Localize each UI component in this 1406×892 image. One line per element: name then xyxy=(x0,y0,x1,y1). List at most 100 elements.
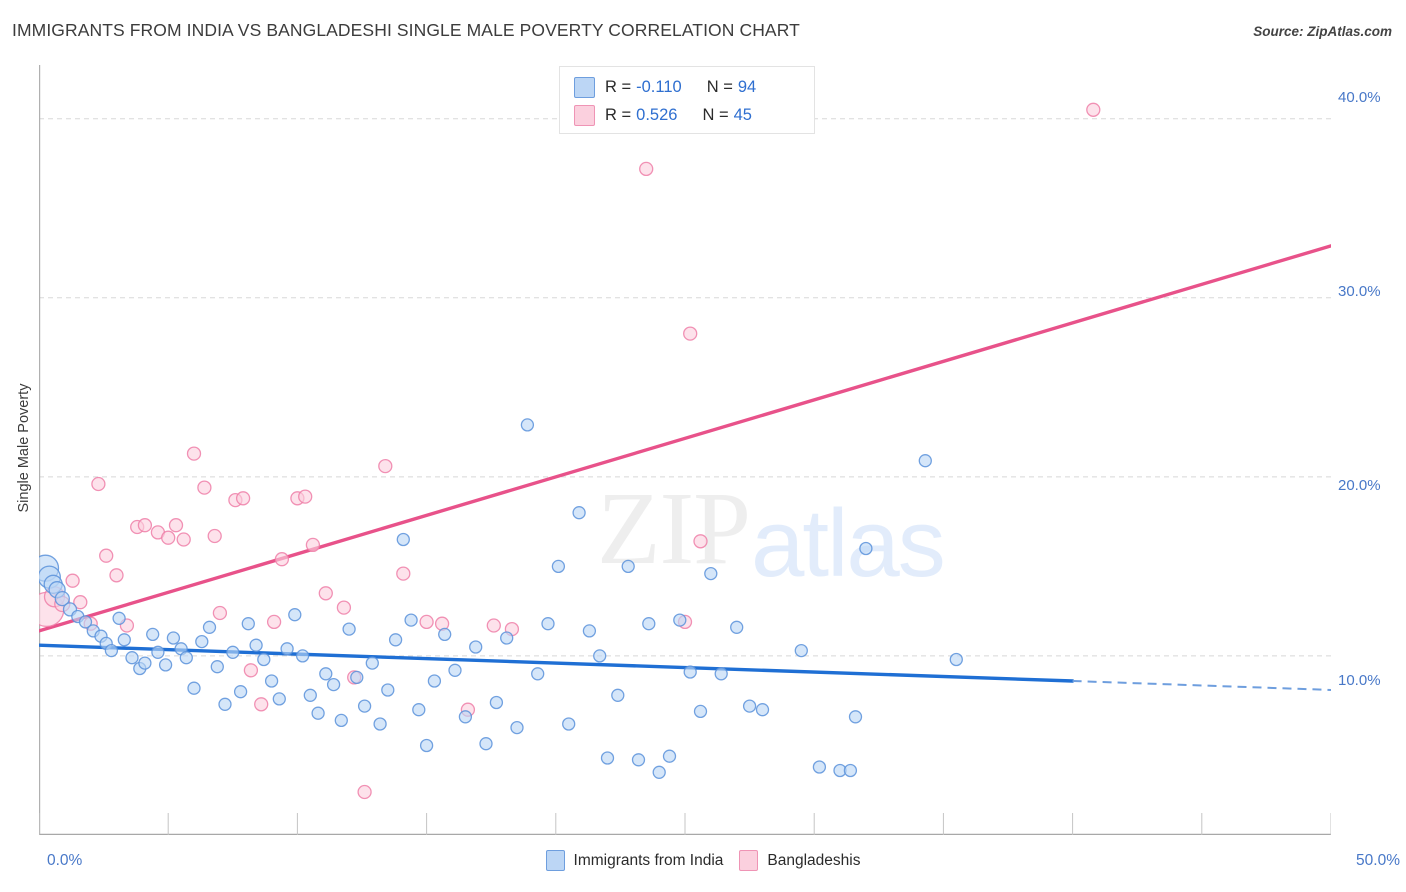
data-point xyxy=(125,651,139,665)
data-point xyxy=(631,753,646,767)
data-point xyxy=(109,568,124,583)
data-point xyxy=(742,699,757,713)
data-point xyxy=(812,760,827,774)
data-point xyxy=(469,640,483,654)
data-point xyxy=(264,674,279,688)
y-tick-label-40: 40.0% xyxy=(1338,89,1381,106)
data-point xyxy=(298,489,313,504)
data-point xyxy=(179,651,193,665)
data-point xyxy=(186,446,202,461)
series-points-bangladeshis xyxy=(39,102,1101,800)
data-point xyxy=(187,681,201,695)
series-points-india xyxy=(39,418,963,779)
data-point xyxy=(662,749,677,763)
series-swatch-india xyxy=(545,850,565,871)
data-point xyxy=(146,627,160,642)
y-tick-label-20: 20.0% xyxy=(1338,477,1381,494)
data-point xyxy=(693,534,708,549)
data-point xyxy=(378,458,393,474)
data-point xyxy=(274,552,290,567)
data-point xyxy=(334,713,348,728)
data-point xyxy=(254,697,269,712)
data-point xyxy=(642,617,656,631)
data-point xyxy=(365,656,379,670)
r-value-bangladeshis: 0.526 xyxy=(636,105,678,124)
data-point xyxy=(54,590,70,607)
page-title: IMMIGRANTS FROM INDIA VS BANGLADESHI SIN… xyxy=(12,20,800,40)
data-point xyxy=(311,706,325,720)
data-point xyxy=(621,559,635,574)
series-label-india: Immigrants from India xyxy=(573,851,724,869)
data-point xyxy=(357,699,372,713)
data-point xyxy=(305,537,321,553)
data-point xyxy=(419,738,434,753)
data-point xyxy=(303,688,317,702)
data-point xyxy=(673,613,687,627)
data-point xyxy=(582,624,597,638)
data-point xyxy=(326,677,341,692)
data-point xyxy=(336,600,352,615)
series-label-bangladeshis: Bangladeshis xyxy=(767,851,861,869)
data-point xyxy=(112,611,126,625)
data-point xyxy=(949,652,963,667)
data-point xyxy=(104,643,119,658)
data-point xyxy=(683,326,698,341)
data-point xyxy=(531,667,545,681)
data-point xyxy=(195,634,209,649)
data-point xyxy=(218,697,232,711)
data-point xyxy=(357,784,372,800)
data-point xyxy=(562,717,576,731)
data-point xyxy=(541,617,555,631)
data-point xyxy=(168,518,184,533)
data-point xyxy=(918,454,932,468)
data-point xyxy=(600,751,615,765)
scatter-svg xyxy=(39,65,1331,835)
data-point xyxy=(448,663,462,677)
legend-swatch-india xyxy=(574,76,595,98)
series-legend-item-india[interactable]: Immigrants from India xyxy=(545,850,724,871)
data-point xyxy=(342,622,356,636)
data-point xyxy=(212,605,228,621)
y-axis-title: Single Male Poverty xyxy=(16,383,32,513)
data-point xyxy=(486,618,501,633)
n-label-bangladeshis: N = xyxy=(702,105,729,124)
data-point xyxy=(65,573,80,588)
data-point xyxy=(859,541,873,556)
data-point xyxy=(161,530,176,545)
data-point xyxy=(479,737,493,751)
data-point xyxy=(249,638,263,652)
data-point xyxy=(843,763,858,778)
data-point xyxy=(295,649,310,663)
series-swatch-bangladeshis xyxy=(739,850,759,871)
n-label-india: N = xyxy=(706,77,733,96)
data-point xyxy=(593,649,607,663)
data-point xyxy=(848,710,863,724)
data-point xyxy=(241,617,255,631)
data-point xyxy=(396,532,410,547)
data-point xyxy=(755,703,770,717)
n-value-bangladeshis: 45 xyxy=(733,105,752,124)
data-point xyxy=(1086,102,1101,117)
data-point xyxy=(210,660,224,674)
data-point xyxy=(288,608,302,622)
data-point xyxy=(381,683,395,697)
data-point xyxy=(319,667,333,681)
data-point xyxy=(226,645,240,659)
data-point xyxy=(137,518,153,533)
data-point xyxy=(419,614,434,630)
data-point xyxy=(176,532,191,547)
data-point xyxy=(730,620,744,634)
data-point xyxy=(197,480,212,495)
data-point xyxy=(257,652,271,667)
data-point xyxy=(91,476,106,492)
trend-line-india xyxy=(39,643,1075,683)
data-point xyxy=(510,720,524,735)
series-legend-item-bangladeshis[interactable]: Bangladeshis xyxy=(739,850,860,871)
source-attribution: Source: ZipAtlas.com xyxy=(1253,24,1392,39)
x-axis-max-label: 50.0% xyxy=(1356,852,1400,869)
legend-swatch-bangladeshis xyxy=(574,104,595,126)
data-point xyxy=(151,645,165,659)
data-point xyxy=(683,665,697,679)
data-point xyxy=(272,692,286,706)
